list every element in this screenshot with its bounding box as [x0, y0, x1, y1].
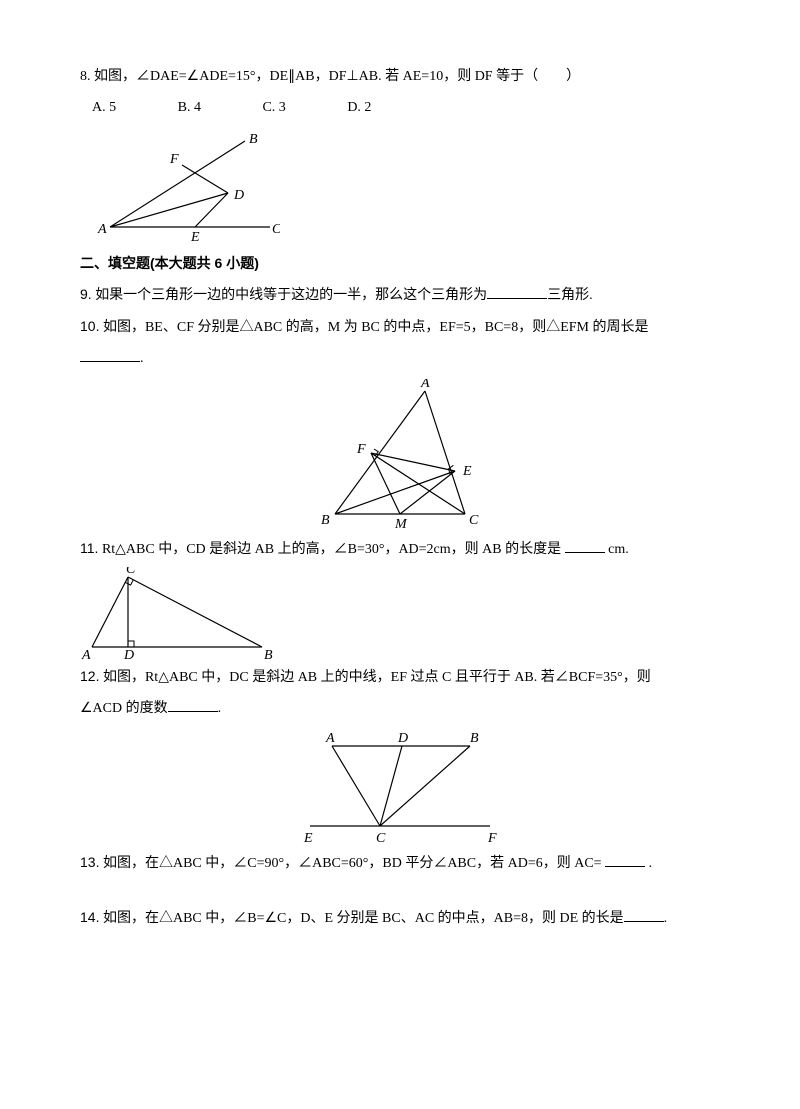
svg-text:D: D	[397, 731, 408, 746]
svg-text:A: A	[97, 222, 107, 237]
svg-text:M: M	[394, 517, 408, 529]
q9: 9. 如果一个三角形一边的中线等于这边的一半，那么这个三角形为 三角形.	[80, 281, 720, 310]
svg-text:C: C	[272, 222, 280, 237]
q8-opt-a: A. 5	[92, 95, 116, 122]
q13-num: 13.	[80, 854, 99, 870]
q13-text-b: .	[645, 856, 652, 871]
q12-text-c: .	[218, 701, 222, 716]
q11-text-a: Rt△ABC 中，CD 是斜边 AB 上的高，∠B=30°，AD=2cm，则 A…	[102, 542, 565, 557]
q11: 11. Rt△ABC 中，CD 是斜边 AB 上的高，∠B=30°，AD=2cm…	[80, 535, 720, 564]
q8-figure: A E C D B F	[90, 129, 720, 244]
svg-text:A: A	[325, 731, 335, 746]
q9-blank	[487, 284, 547, 299]
q14-text-a: 如图，在△ABC 中，∠B=∠C，D、E 分别是 BC、AC 的中点，AB=8，…	[103, 911, 624, 926]
svg-text:A: A	[81, 648, 91, 659]
q10-text-a: 如图，BE、CF 分别是△ABC 的高，M 为 BC 的中点，EF=5，BC=8…	[103, 320, 649, 335]
q14-text-b: .	[664, 911, 668, 926]
q10-line2: .	[80, 346, 720, 373]
svg-text:F: F	[356, 442, 366, 457]
q8-opt-c: C. 3	[262, 95, 285, 122]
q12-figure: A D B E C F	[80, 728, 720, 843]
page-content: 8. 如图，∠DAE=∠ADE=15°，DE∥AB，DF⊥AB. 若 AE=10…	[0, 0, 800, 977]
q12-text-a: 如图，Rt△ABC 中，DC 是斜边 AB 上的中线，EF 过点 C 且平行于 …	[103, 670, 651, 685]
q14: 14. 如图，在△ABC 中，∠B=∠C，D、E 分别是 BC、AC 的中点，A…	[80, 904, 720, 933]
q11-blank	[565, 538, 605, 553]
q12-line2: ∠ACD 的度数.	[80, 696, 720, 723]
q9-text-a: 如果一个三角形一边的中线等于这边的一半，那么这个三角形为	[95, 288, 487, 303]
q8-options: A. 5 B. 4 C. 3 D. 2	[92, 95, 720, 122]
q12: 12. 如图，Rt△ABC 中，DC 是斜边 AB 上的中线，EF 过点 C 且…	[80, 663, 720, 692]
svg-text:C: C	[376, 831, 386, 843]
svg-text:D: D	[123, 648, 134, 659]
q14-blank	[624, 907, 664, 922]
svg-text:B: B	[321, 513, 330, 528]
q11-figure: A B C D	[80, 567, 720, 659]
q12-text-b: ∠ACD 的度数	[80, 701, 168, 716]
svg-text:B: B	[249, 132, 258, 147]
q10: 10. 如图，BE、CF 分别是△ABC 的高，M 为 BC 的中点，EF=5，…	[80, 313, 720, 342]
svg-text:C: C	[469, 513, 479, 528]
svg-text:C: C	[126, 567, 136, 577]
svg-text:E: E	[462, 464, 472, 479]
q13-text-a: 如图，在△ABC 中，∠C=90°，∠ABC=60°，BD 平分∠ABC，若 A…	[103, 856, 605, 871]
q10-blank	[80, 347, 140, 362]
q14-num: 14.	[80, 909, 99, 925]
svg-text:F: F	[487, 831, 497, 843]
q10-text-b: .	[140, 351, 144, 366]
q12-blank	[168, 697, 218, 712]
svg-text:A: A	[420, 379, 430, 391]
q8-text: 8. 如图，∠DAE=∠ADE=15°，DE∥AB，DF⊥AB. 若 AE=10…	[80, 64, 720, 91]
svg-text:E: E	[190, 230, 200, 244]
q8-opt-d: D. 2	[347, 95, 371, 122]
q8-opt-b: B. 4	[178, 95, 201, 122]
q11-text-b: cm.	[605, 542, 629, 557]
q12-num: 12.	[80, 668, 99, 684]
svg-text:B: B	[264, 648, 273, 659]
q9-text-b: 三角形.	[547, 288, 593, 303]
svg-text:D: D	[233, 188, 244, 203]
svg-text:F: F	[169, 152, 179, 167]
svg-text:E: E	[303, 831, 313, 843]
svg-text:B: B	[470, 731, 479, 746]
q13-blank	[605, 852, 645, 867]
q10-figure: A B C M E F	[80, 379, 720, 529]
q10-num: 10.	[80, 318, 99, 334]
section-2-title: 二、填空题(本大题共 6 小题)	[80, 250, 720, 277]
q9-num: 9.	[80, 286, 92, 302]
q11-num: 11.	[80, 540, 98, 556]
q13: 13. 如图，在△ABC 中，∠C=90°，∠ABC=60°，BD 平分∠ABC…	[80, 849, 720, 878]
